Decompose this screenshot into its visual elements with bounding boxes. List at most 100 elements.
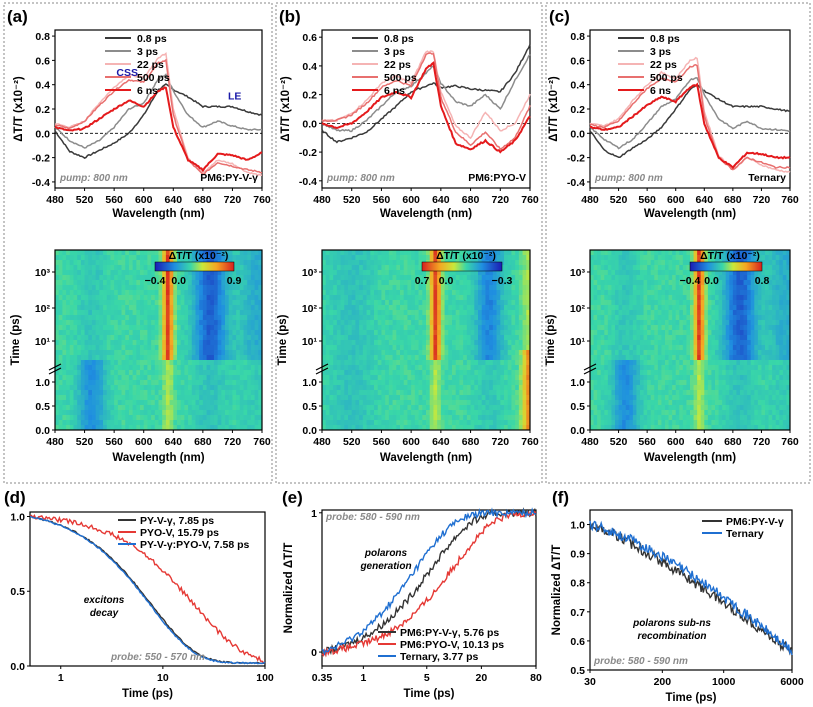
heatmap-cell: [444, 320, 449, 326]
heatmap-cell: [106, 415, 111, 421]
heatmap-cell: [125, 280, 130, 286]
heatmap-cell: [481, 330, 486, 336]
heatmap-cell: [463, 410, 468, 416]
heatmap-cell: [199, 420, 204, 426]
heatmap-cell: [162, 300, 167, 306]
heatmap-cell: [99, 305, 104, 311]
heatmap-cell: [333, 320, 338, 326]
heatmap-cell: [348, 385, 353, 391]
heatmap-cell: [366, 385, 371, 391]
heatmap-cell: [590, 250, 594, 256]
heatmap-cell: [426, 345, 431, 351]
heatmap-cell: [407, 330, 412, 336]
heatmap-cell: [736, 300, 741, 306]
heatmap-cell: [239, 380, 244, 386]
heatmap-cell: [392, 390, 397, 396]
heatmap-cell: [336, 410, 341, 416]
heatmap-cell: [414, 385, 419, 391]
heatmap-cell: [77, 360, 82, 366]
colorbar: [154, 261, 235, 272]
heatmap-cell: [143, 395, 148, 401]
heatmap-cell: [322, 375, 327, 381]
heatmap-cell: [213, 270, 219, 276]
heatmap-cell: [355, 360, 360, 366]
heatmap-cell: [136, 310, 141, 316]
heatmap-cell: [426, 250, 431, 256]
heatmap-cell: [348, 265, 353, 271]
heatmap-cell: [437, 340, 442, 346]
heatmap-cell: [247, 345, 252, 351]
heatmap-cell: [650, 250, 655, 256]
heatmap-cell: [704, 255, 709, 261]
heatmap-cell: [455, 285, 460, 291]
series-line-0-8-ps: [321, 44, 531, 144]
heatmap-cell: [485, 365, 490, 371]
heatmap-cell: [452, 250, 457, 256]
heatmap-cell: [407, 375, 412, 381]
heatmap-cell: [340, 265, 345, 271]
heatmap-cell: [84, 390, 89, 396]
heatmap-cell: [492, 365, 497, 371]
heatmap-cell: [725, 295, 730, 301]
heatmap-cell: [125, 250, 130, 256]
heatmap-cell: [173, 425, 178, 431]
heatmap-cell: [106, 420, 111, 426]
heatmap-cell: [250, 265, 256, 271]
heatmap-cell: [162, 340, 167, 346]
heatmap-cell: [128, 380, 134, 386]
heatmap-cell: [195, 275, 200, 281]
heatmap-cell: [176, 340, 182, 346]
heatmap-cell: [511, 375, 516, 381]
heatmap-cell: [690, 290, 694, 296]
heatmap-cell: [103, 325, 108, 331]
heatmap-cell: [188, 320, 193, 326]
heatmap-cell: [95, 295, 100, 301]
heatmap-cell: [693, 280, 698, 286]
heatmap-cell: [433, 285, 438, 291]
heatmap-cell: [99, 315, 104, 321]
heatmap-cell: [199, 355, 204, 361]
heatmap-cell: [243, 385, 248, 391]
heatmap-cell: [140, 340, 145, 346]
heatmap-cell: [91, 305, 97, 311]
heatmap-cell: [485, 375, 490, 381]
heatmap-cell: [385, 335, 390, 341]
heatmap-cell: [117, 270, 122, 276]
heatmap-cell: [232, 310, 237, 316]
heatmap-cell: [250, 385, 256, 391]
heatmap-cell: [700, 305, 705, 311]
heatmap-cell: [515, 360, 520, 366]
heatmap-cell: [132, 355, 137, 361]
heatmap-cell: [444, 355, 449, 361]
heatmap-cell: [448, 315, 453, 321]
heatmap-cell: [132, 335, 137, 341]
heatmap-cell: [106, 365, 111, 371]
heatmap-cell: [640, 265, 644, 271]
heatmap-cell: [632, 260, 637, 266]
heatmap-cell: [722, 270, 727, 276]
heatmap-cell: [254, 305, 259, 311]
heatmap-cell: [84, 360, 89, 366]
heatmap-cell: [66, 355, 71, 361]
heatmap-cell: [258, 260, 263, 266]
heatmap-cell: [210, 335, 215, 341]
heatmap-cell: [91, 420, 97, 426]
heatmap-cell: [496, 255, 501, 261]
heatmap-cell: [340, 310, 345, 316]
heatmap-cell: [158, 255, 163, 261]
heatmap-cell: [622, 310, 627, 316]
heatmap-cell: [757, 290, 762, 296]
heatmap-cell: [496, 335, 501, 341]
heatmap-cell: [99, 295, 104, 301]
heatmap-cell: [247, 390, 252, 396]
heatmap-cell: [195, 415, 200, 421]
heatmap-cell: [247, 275, 252, 281]
heatmap-cell: [675, 250, 680, 256]
heatmap-cell: [504, 260, 509, 266]
heatmap-cell: [518, 390, 523, 396]
heatmap-cell: [258, 390, 263, 396]
heatmap-cell: [500, 295, 505, 301]
heatmap-cell: [106, 400, 111, 406]
heatmap-cell: [625, 275, 630, 281]
heatmap-cell: [377, 345, 382, 351]
